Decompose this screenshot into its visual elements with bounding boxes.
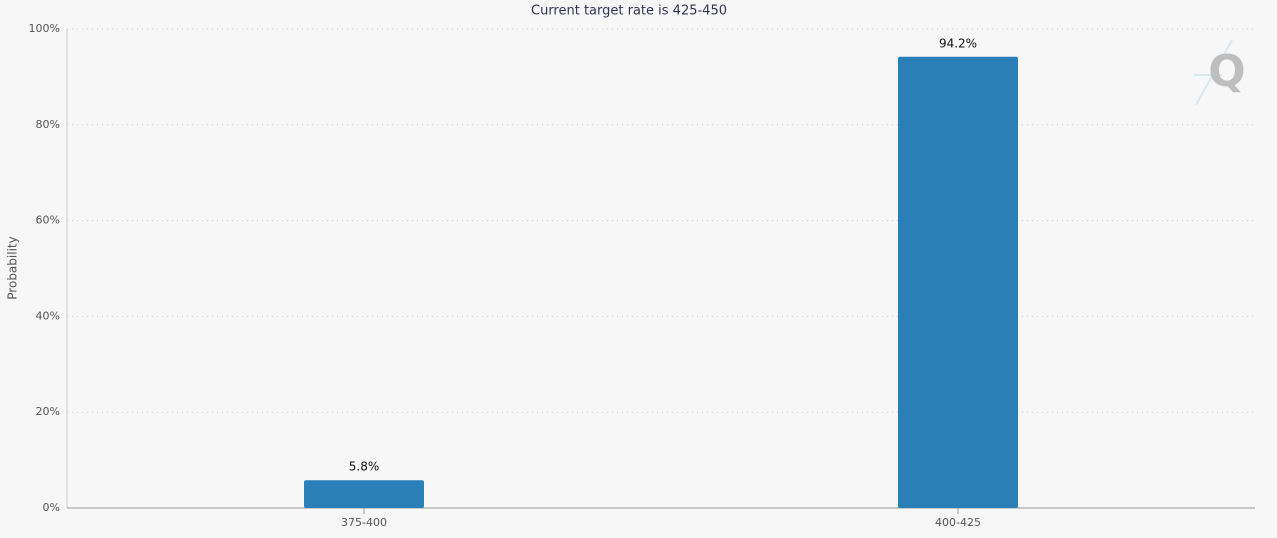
bar: [898, 56, 1018, 508]
y-tick-label: 100%: [29, 22, 60, 35]
y-tick-label: 60%: [36, 214, 60, 227]
value-label: 94.2%: [939, 36, 977, 50]
y-tick-label: 0%: [43, 501, 60, 514]
logo: Q: [1194, 39, 1246, 106]
logo-mark: Q: [1208, 46, 1245, 97]
y-tick-label: 80%: [36, 118, 60, 131]
chart-title: Current target rate is 425-450: [531, 4, 727, 19]
y-tick-label: 20%: [36, 405, 60, 418]
y-tick-label: 40%: [36, 309, 60, 322]
x-tick-label: 375-400: [341, 516, 387, 529]
value-label: 5.8%: [349, 460, 380, 474]
bar: [304, 480, 424, 508]
x-tick-label: 400-425: [935, 516, 981, 529]
y-axis-label: Probability: [6, 236, 20, 299]
